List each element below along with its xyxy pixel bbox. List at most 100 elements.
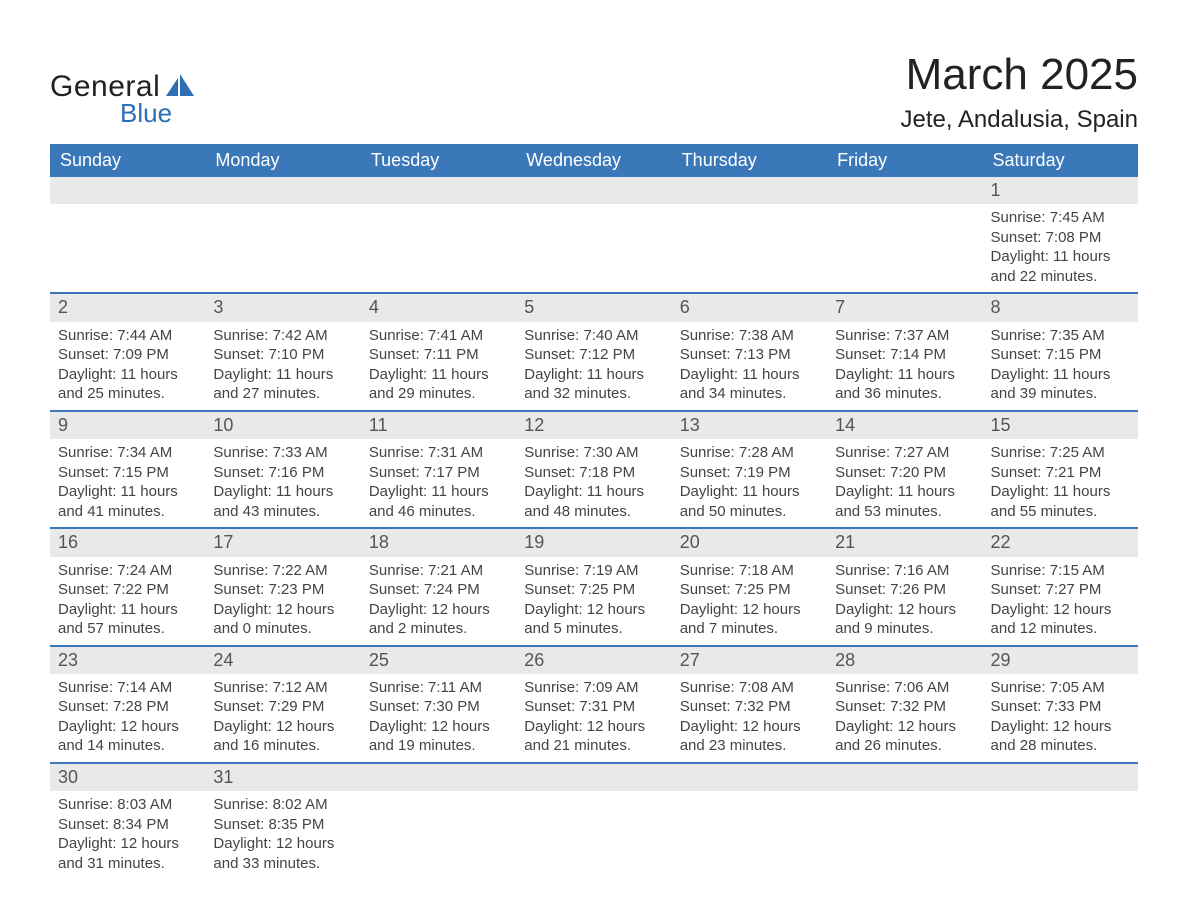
day-data-cell: Sunrise: 7:24 AMSunset: 7:22 PMDaylight:…: [50, 557, 205, 646]
day-data-cell: Sunrise: 7:27 AMSunset: 7:20 PMDaylight:…: [827, 439, 982, 528]
sunset-text: Sunset: 7:15 PM: [58, 463, 197, 483]
daylight-text: and 31 minutes.: [58, 854, 197, 874]
sunset-text: Sunset: 7:09 PM: [58, 345, 197, 365]
day-data-cell: Sunrise: 7:16 AMSunset: 7:26 PMDaylight:…: [827, 557, 982, 646]
day-data-row: Sunrise: 7:14 AMSunset: 7:28 PM Daylight:…: [50, 674, 1138, 763]
daylight-text: and 7 minutes.: [680, 619, 819, 639]
day-data-cell: Sunrise: 7:21 AMSunset: 7:24 PMDaylight:…: [361, 557, 516, 646]
daylight-text: and 53 minutes.: [835, 502, 974, 522]
day-number-cell: 27: [672, 646, 827, 674]
day-data-cell: Sunrise: 7:19 AMSunset: 7:25 PMDaylight:…: [516, 557, 671, 646]
day-number-row: 23242526272829: [50, 646, 1138, 674]
daylight-text: Daylight: 11 hours: [58, 482, 197, 502]
sunrise-text: Sunrise: 7:18 AM: [680, 561, 819, 581]
day-data-cell: Sunrise: 7:14 AMSunset: 7:28 PMDaylight:…: [50, 674, 205, 763]
sunset-text: Sunset: 7:27 PM: [991, 580, 1130, 600]
sunset-text: Sunset: 7:30 PM: [369, 697, 508, 717]
day-number-cell: 30: [50, 763, 205, 791]
sunset-text: Sunset: 7:17 PM: [369, 463, 508, 483]
day-number-cell: [205, 177, 360, 204]
sunset-text: Sunset: 7:18 PM: [524, 463, 663, 483]
sunset-text: Sunset: 7:33 PM: [991, 697, 1130, 717]
day-number-row: 3031: [50, 763, 1138, 791]
day-data-cell: Sunrise: 7:42 AMSunset: 7:10 PMDaylight:…: [205, 322, 360, 411]
logo-text-blue: Blue: [120, 98, 194, 129]
sunrise-text: Sunrise: 7:08 AM: [680, 678, 819, 698]
sunset-text: Sunset: 7:10 PM: [213, 345, 352, 365]
daylight-text: Daylight: 12 hours: [58, 834, 197, 854]
sunset-text: Sunset: 7:25 PM: [680, 580, 819, 600]
day-data-cell: Sunrise: 7:31 AMSunset: 7:17 PMDaylight:…: [361, 439, 516, 528]
day-data-cell: Sunrise: 7:18 AMSunset: 7:25 PMDaylight:…: [672, 557, 827, 646]
day-data-row: Sunrise: 8:03 AMSunset: 8:34 PMDaylight:…: [50, 791, 1138, 879]
day-number-cell: 12: [516, 411, 671, 439]
sunset-text: Sunset: 7:29 PM: [213, 697, 352, 717]
sunset-text: Sunset: 7:31 PM: [524, 697, 663, 717]
day-data-cell: Sunrise: 8:02 AMSunset: 8:35 PMDaylight:…: [205, 791, 360, 879]
daylight-text: and 29 minutes.: [369, 384, 508, 404]
sunrise-text: Sunrise: 7:09 AM: [524, 678, 663, 698]
sunrise-text: Sunrise: 7:45 AM: [991, 208, 1130, 228]
daylight-text: Daylight: 11 hours: [991, 482, 1130, 502]
daylight-text: and 5 minutes.: [524, 619, 663, 639]
day-data-cell: Sunrise: 7:06 AMSunset: 7:32 PMDaylight:…: [827, 674, 982, 763]
daylight-text: and 28 minutes.: [991, 736, 1130, 756]
daylight-text: Daylight: 11 hours: [524, 365, 663, 385]
day-data-cell: Sunrise: 7:05 AMSunset: 7:33 PMDaylight:…: [983, 674, 1138, 763]
day-number-cell: 8: [983, 293, 1138, 321]
day-data-cell: Sunrise: 7:34 AMSunset: 7:15 PMDaylight:…: [50, 439, 205, 528]
logo-sail-icon: [166, 74, 194, 101]
day-number-cell: [361, 763, 516, 791]
daylight-text: and 27 minutes.: [213, 384, 352, 404]
sunrise-text: Sunrise: 7:31 AM: [369, 443, 508, 463]
weekday-header: Wednesday: [516, 144, 671, 177]
weekday-header: Saturday: [983, 144, 1138, 177]
day-number-row: 2345678: [50, 293, 1138, 321]
sunrise-text: Sunrise: 7:38 AM: [680, 326, 819, 346]
sunrise-text: Sunrise: 7:44 AM: [58, 326, 197, 346]
sunset-text: Sunset: 8:35 PM: [213, 815, 352, 835]
day-number-cell: 25: [361, 646, 516, 674]
daylight-text: and 55 minutes.: [991, 502, 1130, 522]
day-data-cell: Sunrise: 7:45 AMSunset: 7:08 PMDaylight:…: [983, 204, 1138, 293]
sunrise-text: Sunrise: 7:16 AM: [835, 561, 974, 581]
day-number-cell: 18: [361, 528, 516, 556]
day-number-cell: [983, 763, 1138, 791]
sunset-text: Sunset: 7:28 PM: [58, 697, 197, 717]
day-number-cell: 14: [827, 411, 982, 439]
daylight-text: Daylight: 12 hours: [213, 600, 352, 620]
day-number-cell: 11: [361, 411, 516, 439]
day-number-row: 1: [50, 177, 1138, 204]
sunrise-text: Sunrise: 7:28 AM: [680, 443, 819, 463]
day-number-cell: 2: [50, 293, 205, 321]
document-header: General Blue March 2025 Jete, Andalusia,…: [50, 50, 1138, 134]
day-data-cell: Sunrise: 7:11 AMSunset: 7:30 PMDaylight:…: [361, 674, 516, 763]
weekday-header: Monday: [205, 144, 360, 177]
daylight-text: and 48 minutes.: [524, 502, 663, 522]
sunrise-text: Sunrise: 7:35 AM: [991, 326, 1130, 346]
day-number-cell: 3: [205, 293, 360, 321]
daylight-text: and 33 minutes.: [213, 854, 352, 874]
daylight-text: and 43 minutes.: [213, 502, 352, 522]
day-data-cell: [50, 204, 205, 293]
sunrise-text: Sunrise: 7:33 AM: [213, 443, 352, 463]
daylight-text: and 0 minutes.: [213, 619, 352, 639]
sunset-text: Sunset: 7:13 PM: [680, 345, 819, 365]
day-number-cell: 9: [50, 411, 205, 439]
day-number-cell: [672, 763, 827, 791]
title-block: March 2025 Jete, Andalusia, Spain: [900, 50, 1138, 134]
daylight-text: Daylight: 12 hours: [835, 717, 974, 737]
daylight-text: Daylight: 12 hours: [213, 717, 352, 737]
day-data-cell: Sunrise: 8:03 AMSunset: 8:34 PMDaylight:…: [50, 791, 205, 879]
day-data-cell: [827, 204, 982, 293]
sunrise-text: Sunrise: 7:14 AM: [58, 678, 197, 698]
day-data-cell: [672, 204, 827, 293]
day-number-cell: 16: [50, 528, 205, 556]
sunrise-text: Sunrise: 7:30 AM: [524, 443, 663, 463]
daylight-text: Daylight: 11 hours: [213, 365, 352, 385]
day-data-cell: Sunrise: 7:41 AMSunset: 7:11 PMDaylight:…: [361, 322, 516, 411]
weekday-header: Sunday: [50, 144, 205, 177]
daylight-text: Daylight: 11 hours: [58, 365, 197, 385]
sunset-text: Sunset: 7:32 PM: [835, 697, 974, 717]
sunset-text: Sunset: 8:34 PM: [58, 815, 197, 835]
